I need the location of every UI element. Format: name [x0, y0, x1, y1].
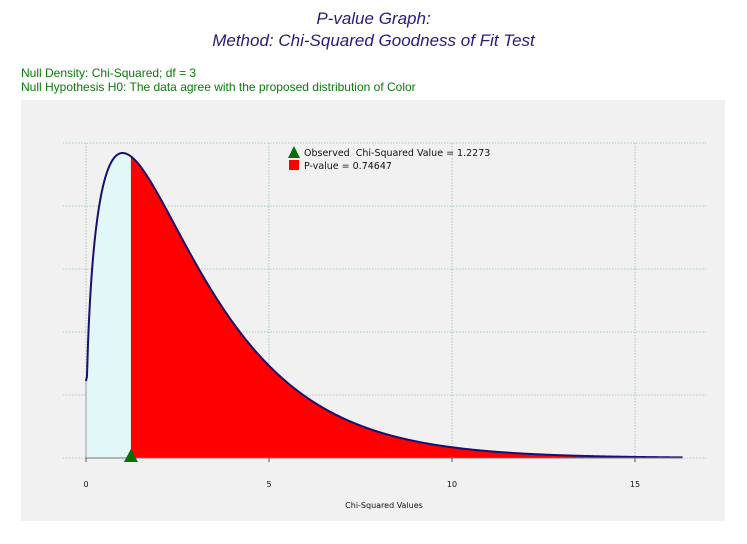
p-value-tail-area	[130, 156, 683, 458]
null-hypothesis-text: Null Hypothesis H0: The data agree with …	[21, 80, 416, 94]
x-axis-title: Chi-Squared Values	[345, 501, 423, 510]
chart-subtitle: Method: Chi-Squared Goodness of Fit Test	[212, 31, 535, 50]
x-tick-label: 10	[447, 480, 457, 489]
x-tick-label: 15	[630, 480, 640, 489]
null-info-block: Null Density: Chi-Squared; df = 3 Null H…	[21, 66, 416, 94]
x-tick-label: 0	[83, 480, 88, 489]
legend-p-value-label: P-value = 0.74647	[304, 161, 392, 172]
body-area	[86, 153, 131, 458]
legend-observed-marker	[288, 146, 300, 158]
chart-title-block: P-value Graph: Method: Chi-Squared Goodn…	[0, 8, 747, 52]
density-curve	[85, 151, 683, 459]
legend-p-value-marker	[289, 160, 299, 170]
legend: Observed Chi-Squared Value = 1.2273 P-va…	[288, 146, 490, 172]
legend-observed-label: Observed Chi-Squared Value = 1.2273	[304, 148, 490, 159]
chart-title: P-value Graph:	[316, 9, 431, 28]
x-tick-label: 5	[266, 480, 271, 489]
observed-marker	[123, 449, 138, 462]
null-density-text: Null Density: Chi-Squared; df = 3	[21, 66, 197, 80]
x-ticks: 0 5 10 15	[83, 458, 640, 489]
